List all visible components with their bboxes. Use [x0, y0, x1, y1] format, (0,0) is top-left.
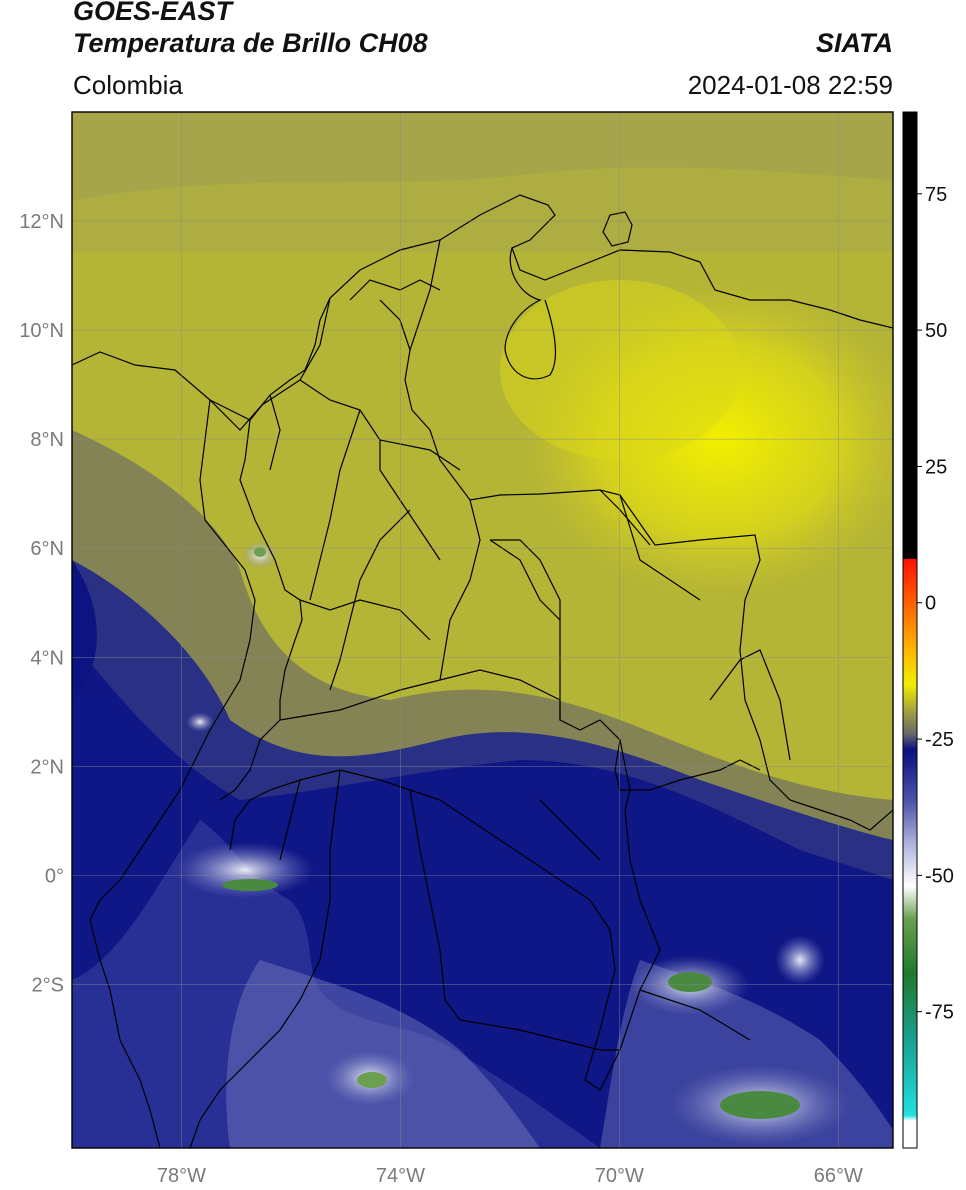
- colorbar-tick-label: 0: [925, 593, 936, 615]
- colorbar-tick-label: 75: [925, 184, 947, 206]
- lon-tick-label: 74°W: [376, 1165, 425, 1187]
- grid-lines: [72, 112, 893, 1148]
- colorbar-tick-label: 25: [925, 456, 947, 478]
- lat-tick-label: 8°N: [30, 429, 64, 451]
- colorbar-tick-label: 50: [925, 320, 947, 342]
- satellite-imagery: [72, 112, 893, 1148]
- map-frame: [71, 111, 894, 1149]
- agency-label: SIATA: [816, 28, 893, 58]
- lon-tick-label: 78°W: [157, 1165, 206, 1187]
- lat-axis-labels: 12°N 10°N 8°N 6°N 4°N 2°N 0° 2°S: [19, 211, 64, 996]
- lat-tick-label: 12°N: [19, 211, 64, 233]
- colorbar-ticks: 75 50 25 0 -25 -50 -75: [917, 184, 954, 1024]
- timestamp-label: 2024-01-08 22:59: [687, 70, 893, 100]
- product-title: Temperatura de Brillo CH08: [73, 28, 428, 58]
- lat-tick-label: 10°N: [19, 320, 64, 342]
- lat-tick-label: 2°N: [30, 756, 64, 778]
- colorbar-tick-label: -75: [925, 1002, 954, 1024]
- colorbar-tick-label: -25: [925, 729, 954, 751]
- coastlines-and-borders: [72, 194, 893, 1148]
- colorbar: [902, 111, 918, 1149]
- lat-tick-label: 6°N: [30, 538, 64, 560]
- satellite-title: GOES-EAST: [73, 0, 233, 26]
- lat-tick-label: 2°S: [32, 974, 64, 996]
- colorbar-tick-label: -50: [925, 865, 954, 887]
- lon-tick-label: 70°W: [595, 1165, 644, 1187]
- region-label: Colombia: [73, 70, 183, 100]
- lon-tick-label: 66°W: [814, 1165, 863, 1187]
- lon-axis-labels: 78°W 74°W 70°W 66°W: [157, 1165, 863, 1187]
- lat-tick-label: 0°: [45, 865, 64, 887]
- lat-tick-label: 4°N: [30, 647, 64, 669]
